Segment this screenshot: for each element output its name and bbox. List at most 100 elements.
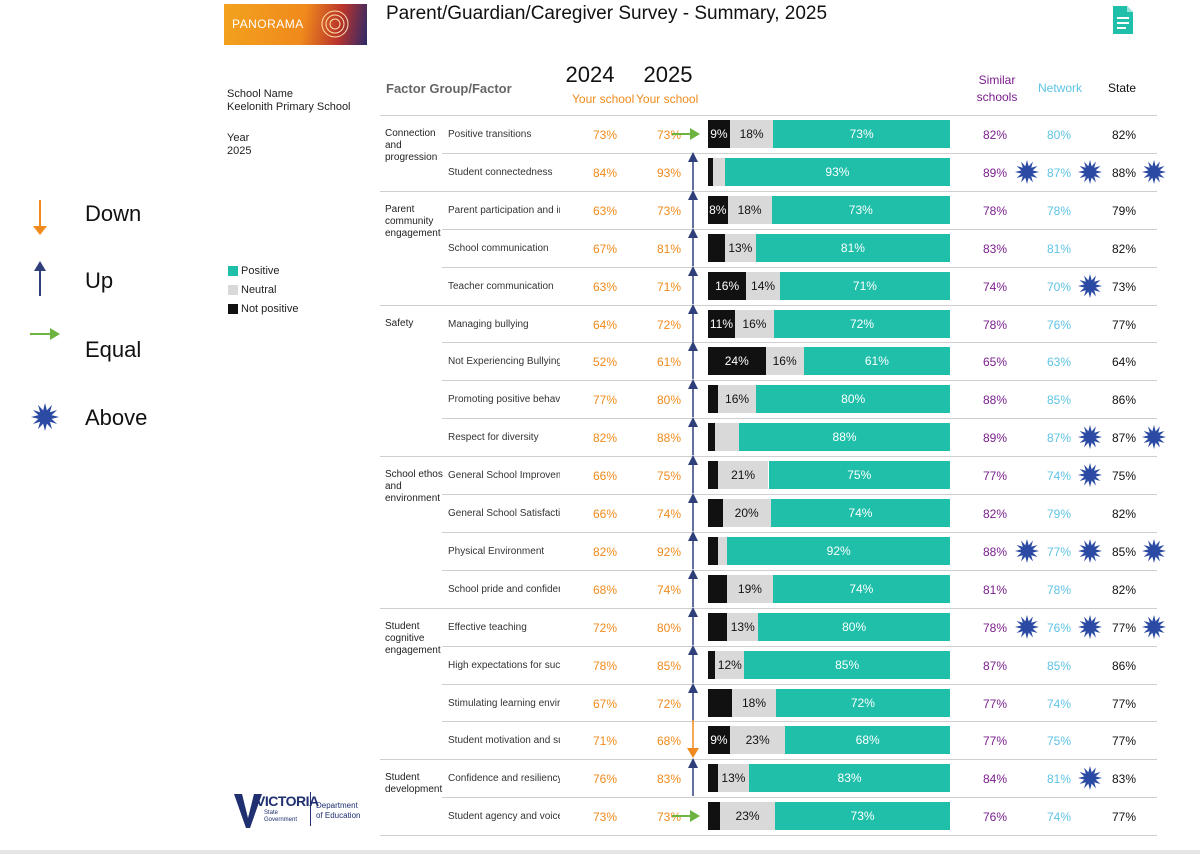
factor-label: Teacher communication (448, 280, 554, 292)
group-label-line: Student (385, 620, 420, 632)
document-icon[interactable] (1112, 5, 1134, 40)
up-arrow-icon (688, 341, 698, 380)
stacked-bar: 9% 23% 68% (708, 726, 950, 755)
value-state: 79% (1111, 203, 1137, 218)
logo-divider (310, 792, 311, 826)
value-network: 76% (1046, 317, 1072, 332)
value-2025: 85% (656, 658, 682, 673)
bar-neutral: 18% (727, 195, 772, 224)
value-state: 77% (1111, 620, 1137, 635)
value-2024: 78% (592, 658, 618, 673)
factor-label: School communication (448, 242, 549, 254)
factor-label: Effective teaching (448, 621, 527, 633)
above-network-star-icon (1078, 159, 1102, 184)
value-2025: 73% (656, 203, 682, 218)
factor-label: Student motivation and su (448, 735, 560, 747)
bar-neutral: 16% (765, 347, 804, 376)
value-2024: 82% (592, 544, 618, 559)
value-state: 82% (1111, 128, 1137, 142)
value-2025: 92% (656, 544, 682, 559)
value-network: 76% (1046, 620, 1072, 635)
above-network-star-icon (1078, 766, 1102, 791)
up-arrow-icon (688, 568, 698, 607)
bar-neutral (712, 157, 725, 186)
value-similar: 84% (982, 772, 1008, 787)
bar-neutral (717, 536, 728, 565)
panorama-logo-text: PANORAMA (232, 17, 304, 31)
header-2024: 2024 (565, 62, 615, 87)
up-arrow-icon (688, 265, 698, 304)
up-arrow-icon (688, 606, 698, 645)
stacked-bar: 23% 73% (708, 802, 950, 831)
value-2024: 63% (592, 279, 618, 294)
factor-label: General School Improvem (448, 470, 560, 482)
stacked-bar: 16% 14% 71% (708, 271, 950, 300)
row-divider (442, 494, 1157, 495)
up-arrow-icon (688, 682, 698, 721)
stacked-bar: 16% 80% (708, 385, 950, 414)
bar-neutral: 20% (722, 499, 771, 527)
factor-label: Parent participation and in (448, 204, 560, 216)
value-state: 73% (1111, 279, 1137, 294)
value-2024: 71% (592, 734, 618, 749)
legend-equal: Equal (85, 337, 142, 362)
value-state: 64% (1111, 355, 1137, 370)
bar-not-positive: 16% (708, 271, 747, 300)
above-state-star-icon (1142, 425, 1166, 450)
factor-label: Physical Environment (448, 545, 545, 557)
above-network-star-icon (1078, 425, 1102, 450)
value-similar: 88% (982, 544, 1008, 559)
value-network: 74% (1046, 810, 1072, 825)
value-state: 82% (1111, 241, 1137, 256)
bar-not-positive (708, 499, 723, 527)
bar-not-positive: 24% (708, 347, 766, 376)
above-state-star-icon (1142, 159, 1166, 184)
value-state: 77% (1111, 810, 1137, 825)
value-network: 70% (1046, 279, 1072, 294)
value-network: 74% (1046, 469, 1072, 484)
value-similar: 83% (982, 241, 1008, 256)
value-network: 74% (1046, 696, 1072, 711)
stacked-bar: 19% 74% (708, 574, 950, 603)
factor-label: General School Satisfactio (448, 508, 560, 519)
bar-neutral: 12% (715, 650, 745, 679)
bar-not-positive (708, 157, 713, 186)
value-2024: 72% (592, 620, 618, 635)
group-label: School ethos and environment (385, 469, 445, 505)
bar-positive: 83% (749, 764, 950, 793)
value-2025: 72% (656, 317, 682, 332)
bottom-rule (0, 850, 1200, 854)
positive-swatch (228, 266, 238, 276)
up-arrow-icon (688, 493, 698, 531)
row-divider (380, 115, 1157, 116)
value-similar: 89% (982, 165, 1008, 180)
value-2025: 71% (656, 279, 682, 294)
bar-positive: 74% (772, 574, 950, 603)
bar-not-positive (708, 688, 733, 717)
bar-not-positive: 11% (708, 309, 735, 338)
row-divider (442, 266, 1157, 268)
bar-positive: 88% (739, 423, 950, 452)
bar-neutral: 21% (717, 461, 769, 490)
value-2025: 68% (656, 734, 682, 749)
school-info: School Name Keelonith Primary School Yea… (227, 88, 351, 158)
value-2024: 67% (592, 241, 618, 256)
value-state: 88% (1111, 165, 1137, 180)
value-network: 81% (1046, 241, 1072, 256)
bar-neutral: 13% (724, 233, 756, 262)
value-2025: 75% (656, 469, 682, 484)
value-network: 81% (1046, 772, 1072, 787)
group-label: Connection and progression (385, 128, 445, 164)
value-state: 82% (1111, 582, 1137, 597)
factor-label: Not Experiencing Bullying (448, 356, 560, 368)
year-label: Year (227, 132, 250, 144)
value-network: 87% (1046, 165, 1072, 180)
bar-neutral: 19% (727, 574, 773, 603)
group-label: Safety (385, 318, 445, 330)
above-network-star-icon (1078, 538, 1102, 563)
group-label-line: and (385, 140, 402, 151)
bar-positive: 92% (727, 536, 950, 565)
factor-label: Student connectedness (448, 166, 553, 178)
bar-neutral: 16% (734, 309, 774, 338)
up-arrow-icon (34, 261, 46, 296)
